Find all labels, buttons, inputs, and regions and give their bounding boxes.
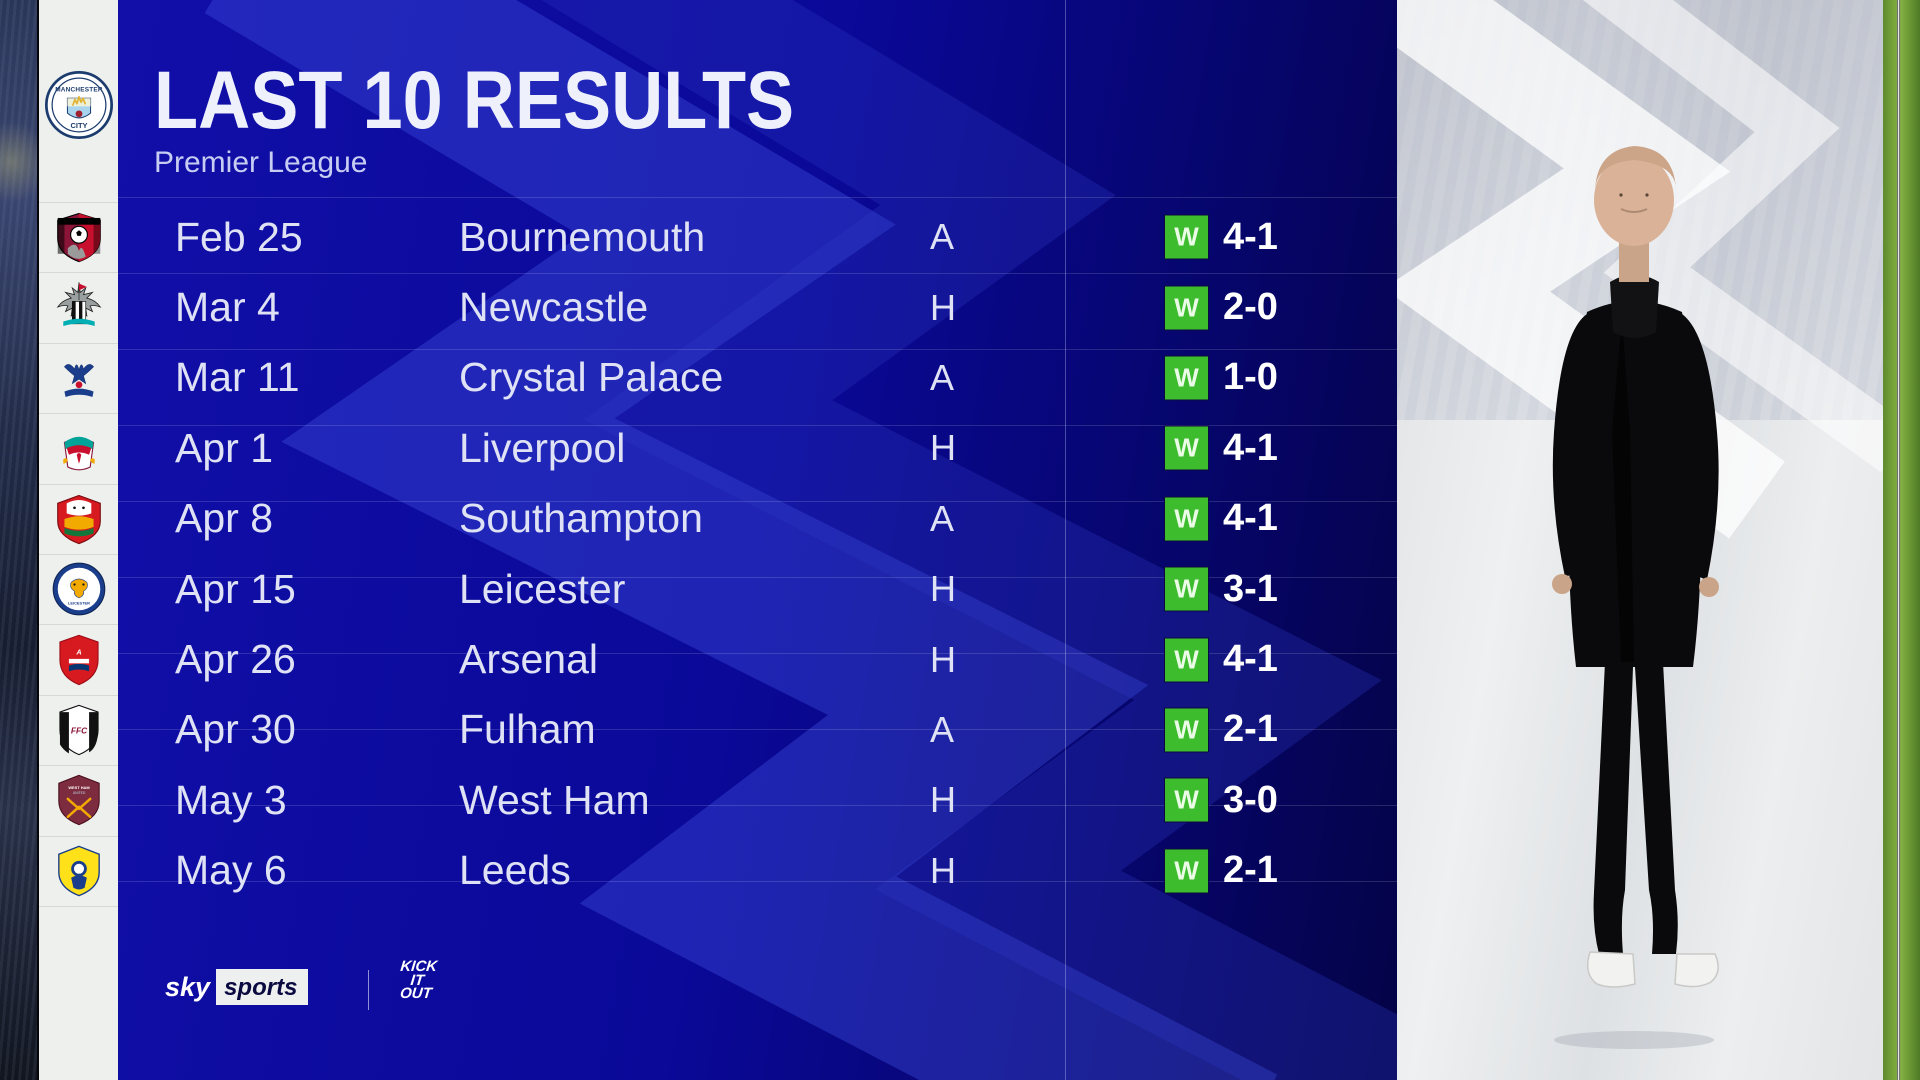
svg-text:UNITED: UNITED (72, 791, 85, 795)
svg-text:A: A (75, 647, 81, 656)
svg-text:FFC: FFC (70, 725, 87, 735)
svg-text:LEICESTER: LEICESTER (68, 601, 90, 606)
svg-text:MANCHESTER: MANCHESTER (55, 86, 103, 93)
svg-text:WEST HAM: WEST HAM (68, 785, 89, 790)
svg-text:CITY: CITY (70, 121, 87, 130)
